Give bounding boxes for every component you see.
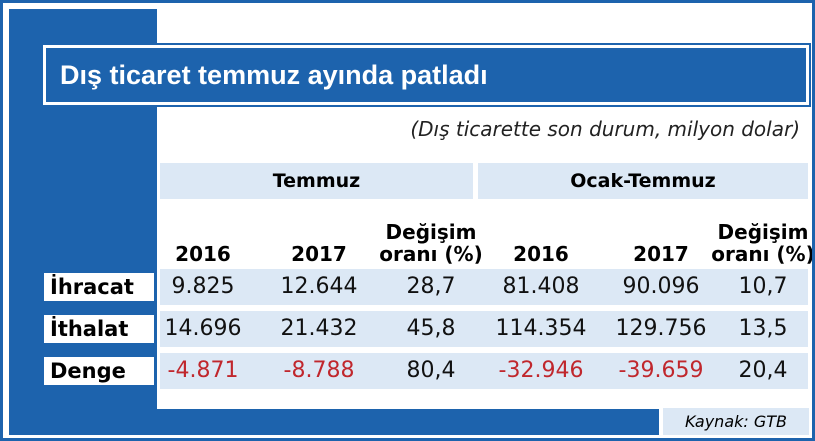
cell: 114.354 [495, 316, 587, 341]
cell: 12.644 [280, 274, 358, 299]
cell: 129.756 [615, 316, 707, 341]
column-header-line: Değişim [717, 220, 809, 244]
row-band [160, 353, 808, 389]
cell: 90.096 [622, 274, 700, 299]
cell: 13,5 [738, 316, 788, 341]
cell: 45,8 [406, 316, 456, 341]
cell: 20,4 [738, 358, 788, 383]
cell: -4.871 [167, 358, 239, 383]
column-header-line: 2016 [513, 242, 569, 266]
column-header-line: 2016 [175, 242, 231, 266]
column-header-line: oranı (%) [379, 242, 483, 266]
column-header-line: 2017 [633, 242, 689, 266]
cell: -39.659 [618, 358, 704, 383]
row-label: İhracat [41, 270, 157, 304]
cell: -32.946 [498, 358, 584, 383]
cell: -8.788 [283, 358, 355, 383]
column-header: 2016 [481, 203, 601, 265]
cell: 9.825 [171, 274, 235, 299]
column-header: Değişim oranı (%) [371, 203, 491, 265]
column-header-line: 2017 [291, 242, 347, 266]
group-header: Ocak-Temmuz [478, 163, 808, 199]
subtitle: (Dış ticarette son durum, milyon dolar) [410, 117, 800, 141]
cell: 21.432 [280, 316, 358, 341]
row-band [160, 269, 808, 305]
cell: 80,4 [406, 358, 456, 383]
column-header-line: Değişim [385, 220, 477, 244]
cell: 81.408 [502, 274, 580, 299]
cell: 14.696 [164, 316, 242, 341]
cell: 10,7 [738, 274, 788, 299]
source: Kaynak: GTB [663, 408, 809, 435]
bottom-panel [9, 409, 659, 435]
row-label: Denge [41, 354, 157, 388]
column-header: Değişim oranı (%) [703, 203, 815, 266]
title: Dış ticaret temmuz ayında patladı [41, 43, 811, 107]
column-header: 2016 [143, 203, 263, 265]
group-header: Temmuz [160, 163, 473, 199]
column-header-line: oranı (%) [711, 242, 815, 266]
column-header: 2017 [601, 203, 721, 265]
row-band [160, 311, 808, 347]
cell: 28,7 [406, 274, 456, 299]
column-header: 2017 [259, 203, 379, 265]
row-label: İthalat [41, 312, 157, 346]
